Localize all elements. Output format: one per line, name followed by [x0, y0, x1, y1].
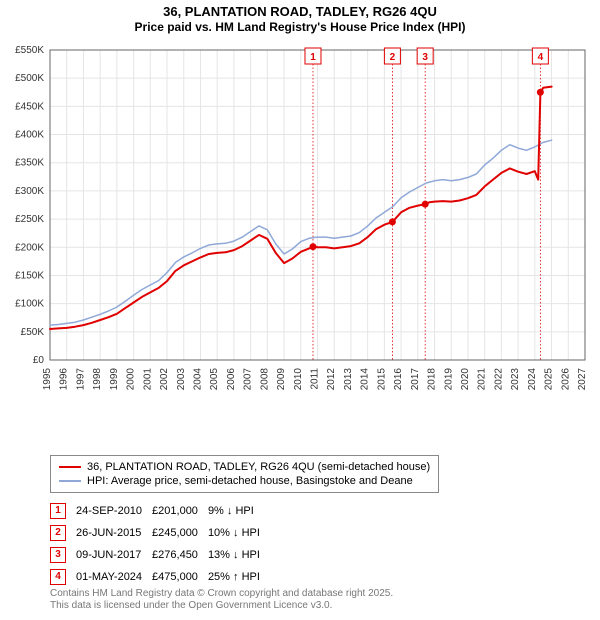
table-row: 2 26-JUN-2015£245,00010% ↓ HPI — [50, 522, 270, 544]
svg-text:2023: 2023 — [510, 368, 521, 391]
svg-text:1995: 1995 — [42, 368, 53, 391]
svg-text:3: 3 — [422, 52, 428, 63]
legend: 36, PLANTATION ROAD, TADLEY, RG26 4QU (s… — [50, 455, 439, 493]
table-row: 4 01-MAY-2024£475,00025% ↑ HPI — [50, 566, 270, 588]
svg-text:2006: 2006 — [226, 368, 237, 391]
sale-marker-icon: 1 — [50, 503, 66, 519]
svg-text:£250K: £250K — [15, 214, 44, 225]
svg-text:2009: 2009 — [276, 368, 287, 391]
sale-date: 26-JUN-2015 — [76, 522, 152, 544]
svg-text:2000: 2000 — [126, 368, 137, 391]
svg-text:2002: 2002 — [159, 368, 170, 391]
svg-text:2008: 2008 — [259, 368, 270, 391]
svg-text:2013: 2013 — [343, 368, 354, 391]
footnote: Contains HM Land Registry data © Crown c… — [50, 588, 393, 612]
svg-text:2026: 2026 — [560, 368, 571, 391]
title-line-1: 36, PLANTATION ROAD, TADLEY, RG26 4QU — [0, 4, 600, 20]
svg-text:4: 4 — [538, 52, 544, 63]
legend-item-hpi: HPI: Average price, semi-detached house,… — [59, 474, 430, 488]
svg-text:2004: 2004 — [192, 368, 203, 391]
sale-delta: 10% ↓ HPI — [208, 522, 270, 544]
sale-delta: 25% ↑ HPI — [208, 566, 270, 588]
svg-text:2001: 2001 — [142, 368, 153, 391]
chart-title: 36, PLANTATION ROAD, TADLEY, RG26 4QU Pr… — [0, 0, 600, 35]
sale-price: £475,000 — [152, 566, 208, 588]
footnote-line-2: This data is licensed under the Open Gov… — [50, 600, 393, 612]
svg-text:1997: 1997 — [75, 368, 86, 391]
sale-price: £276,450 — [152, 544, 208, 566]
svg-text:£200K: £200K — [15, 242, 44, 253]
legend-label: 36, PLANTATION ROAD, TADLEY, RG26 4QU (s… — [87, 461, 430, 473]
chart-svg: £0 £50K £100K £150K £200K £250K £300K £350K £400… — [0, 40, 600, 410]
sale-marker-icon: 4 — [50, 569, 66, 585]
svg-text:2015: 2015 — [376, 368, 387, 391]
sale-marker-cell: 4 — [50, 566, 76, 588]
svg-text:2020: 2020 — [460, 368, 471, 391]
sale-marker-cell: 1 — [50, 500, 76, 522]
svg-text:2005: 2005 — [209, 368, 220, 391]
svg-text:2016: 2016 — [393, 368, 404, 391]
legend-item-price-paid: 36, PLANTATION ROAD, TADLEY, RG26 4QU (s… — [59, 460, 430, 474]
sales-table: 1 24-SEP-2010£201,0009% ↓ HPI 2 26-JUN-2015… — [50, 500, 270, 588]
svg-text:1998: 1998 — [92, 368, 103, 391]
sale-delta: 13% ↓ HPI — [208, 544, 270, 566]
svg-text:2027: 2027 — [577, 368, 588, 391]
svg-text:2012: 2012 — [326, 368, 337, 391]
svg-text:2011: 2011 — [310, 368, 321, 390]
svg-text:£300K: £300K — [15, 186, 44, 197]
legend-swatch — [59, 480, 81, 482]
svg-text:£400K: £400K — [15, 130, 44, 141]
legend-label: HPI: Average price, semi-detached house,… — [87, 475, 413, 487]
table-row: 1 24-SEP-2010£201,0009% ↓ HPI — [50, 500, 270, 522]
sale-marker-icon: 3 — [50, 547, 66, 563]
svg-text:£100K: £100K — [15, 299, 44, 310]
svg-text:2025: 2025 — [544, 368, 555, 391]
legend-swatch — [59, 466, 81, 468]
svg-text:2017: 2017 — [410, 368, 421, 391]
sale-date: 24-SEP-2010 — [76, 500, 152, 522]
sale-marker-cell: 3 — [50, 544, 76, 566]
svg-text:2024: 2024 — [527, 368, 538, 391]
table-row: 3 09-JUN-2017£276,45013% ↓ HPI — [50, 544, 270, 566]
sale-marker-cell: 2 — [50, 522, 76, 544]
svg-text:£350K: £350K — [15, 158, 44, 169]
svg-text:£500K: £500K — [15, 73, 44, 84]
sale-date: 01-MAY-2024 — [76, 566, 152, 588]
footnote-line-1: Contains HM Land Registry data © Crown c… — [50, 588, 393, 600]
sale-date: 09-JUN-2017 — [76, 544, 152, 566]
svg-text:2: 2 — [390, 52, 396, 63]
sale-price: £201,000 — [152, 500, 208, 522]
svg-text:1999: 1999 — [109, 368, 120, 391]
svg-text:1: 1 — [310, 52, 316, 63]
svg-text:2021: 2021 — [477, 368, 488, 391]
svg-text:£550K: £550K — [15, 45, 44, 56]
svg-text:2007: 2007 — [243, 368, 254, 391]
sale-delta: 9% ↓ HPI — [208, 500, 270, 522]
sale-marker-icon: 2 — [50, 525, 66, 541]
svg-text:2019: 2019 — [443, 368, 454, 391]
sale-price: £245,000 — [152, 522, 208, 544]
svg-text:£450K: £450K — [15, 101, 44, 112]
svg-text:£150K: £150K — [15, 270, 44, 281]
svg-text:£0: £0 — [33, 355, 45, 366]
svg-text:£50K: £50K — [21, 327, 45, 338]
svg-text:1996: 1996 — [59, 368, 70, 391]
svg-text:2022: 2022 — [493, 368, 504, 391]
price-chart: £0 £50K £100K £150K £200K £250K £300K £350K £400… — [0, 40, 600, 410]
svg-text:2003: 2003 — [176, 368, 187, 391]
svg-text:2010: 2010 — [293, 368, 304, 391]
title-line-2: Price paid vs. HM Land Registry's House … — [0, 20, 600, 35]
svg-text:2014: 2014 — [360, 368, 371, 391]
svg-text:2018: 2018 — [427, 368, 438, 391]
